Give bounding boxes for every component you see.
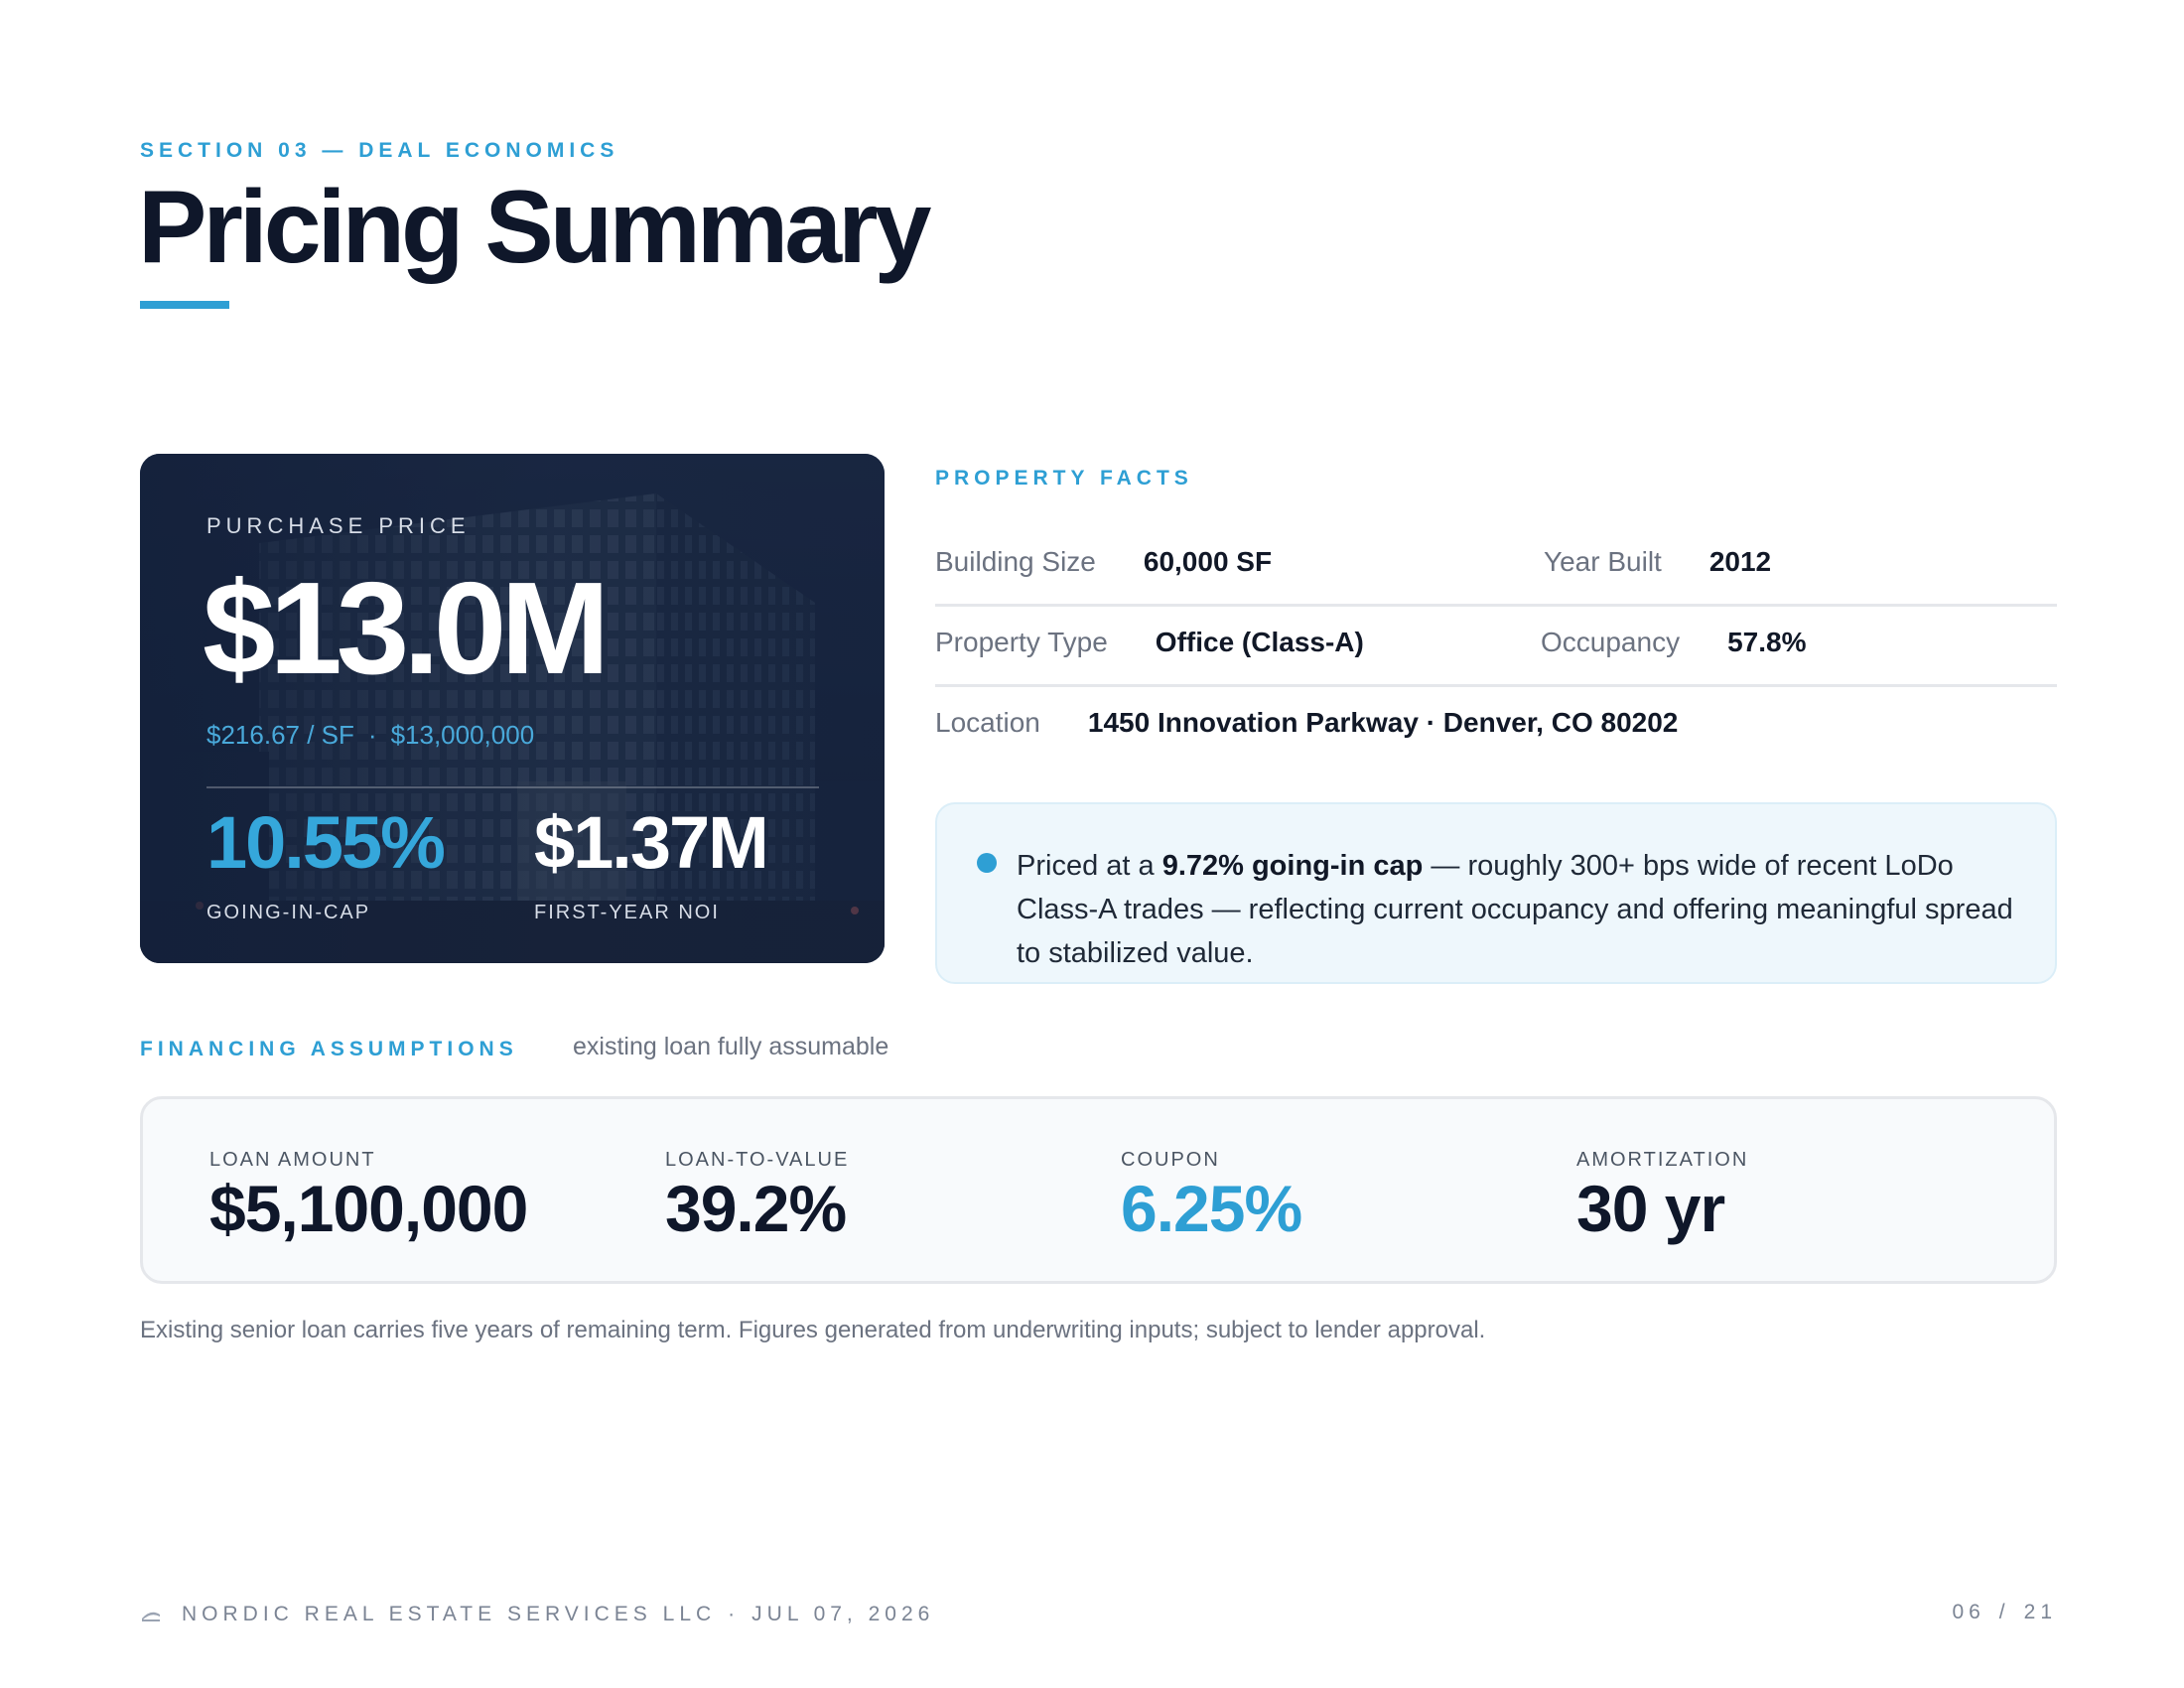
- price-details: $216.67 / SF · $13,000,000: [206, 720, 534, 751]
- card-divider: [206, 786, 819, 788]
- fact-row: Location 1450 Innovation Parkway · Denver…: [935, 687, 2057, 768]
- price-per-sf: $216.67 / SF: [206, 720, 354, 750]
- footer-separator: ·: [728, 1603, 741, 1625]
- amortization: AMORTIZATION 30 yr: [1576, 1149, 1748, 1241]
- footer-company: NORDIC REAL ESTATE SERVICES LLC · JUL 07, …: [140, 1603, 934, 1626]
- footer-date: JUL 07, 2026: [751, 1603, 935, 1625]
- building-photo-illustration: [140, 454, 885, 963]
- financing-note: existing loan fully assumable: [573, 1033, 889, 1060]
- financing-summary-box: LOAN AMOUNT $5,100,000 LOAN-TO-VALUE 39.…: [140, 1096, 2057, 1284]
- fact-value: 60,000 SF: [1143, 546, 1273, 577]
- financing-heading: FINANCING ASSUMPTIONS: [140, 1038, 518, 1060]
- callout-prefix: Priced at a: [1017, 850, 1162, 882]
- going-in-cap-label: GOING-IN-CAP: [206, 902, 371, 923]
- fact-occupancy: Occupancy 57.8%: [1541, 627, 1806, 658]
- ltv-value: 39.2%: [665, 1172, 847, 1245]
- price-separator: ·: [367, 720, 377, 750]
- section-eyebrow: SECTION 03 — DEAL ECONOMICS: [140, 139, 619, 162]
- first-year-noi-value: $1.37M: [534, 801, 769, 884]
- coupon: COUPON 6.25%: [1121, 1149, 1302, 1245]
- page-title: Pricing Summary: [138, 170, 931, 285]
- page-number: 06 / 21: [1952, 1601, 2057, 1624]
- fact-building-size: Building Size 60,000 SF: [935, 546, 1272, 578]
- coupon-value: 6.25%: [1121, 1172, 1302, 1245]
- purchase-price-card: PURCHASE PRICE $13.0M $216.67 / SF · $13,0…: [140, 454, 885, 963]
- pricing-callout: Priced at a 9.72% going-in cap — roughly…: [935, 802, 2057, 984]
- loan-amount-value: $5,100,000: [209, 1172, 528, 1245]
- fact-property-type: Property Type Office (Class-A): [935, 627, 1364, 658]
- fact-value: 57.8%: [1727, 627, 1807, 657]
- first-year-noi-metric: $1.37M FIRST-YEAR NOI: [534, 801, 769, 924]
- fact-location: Location 1450 Innovation Parkway · Denver…: [935, 707, 1678, 739]
- loan-amount-label: LOAN AMOUNT: [209, 1149, 376, 1171]
- going-in-cap-metric: 10.55% GOING-IN-CAP: [206, 801, 446, 924]
- fact-value: 2012: [1708, 546, 1772, 577]
- title-accent-rule: [140, 301, 229, 309]
- first-year-noi-label: FIRST-YEAR NOI: [534, 902, 720, 923]
- fact-label: Property Type: [935, 627, 1108, 657]
- footer-company-name: NORDIC REAL ESTATE SERVICES LLC: [182, 1603, 717, 1625]
- callout-text: Priced at a 9.72% going-in cap — roughly…: [1017, 844, 2019, 975]
- loan-to-value: LOAN-TO-VALUE 39.2%: [665, 1149, 849, 1241]
- loan-amount: LOAN AMOUNT $5,100,000: [209, 1149, 528, 1245]
- page-slash: /: [1998, 1601, 2010, 1623]
- amortization-value: 30 yr: [1576, 1172, 1725, 1245]
- disclaimer: Existing senior loan carries five years …: [140, 1317, 1486, 1343]
- amortization-label: AMORTIZATION: [1576, 1149, 1749, 1171]
- purchase-price-label: PURCHASE PRICE: [206, 513, 471, 538]
- fact-value: 1450 Innovation Parkway · Denver, CO 802…: [1087, 707, 1679, 738]
- coupon-label: COUPON: [1121, 1149, 1220, 1171]
- fact-label: Occupancy: [1541, 627, 1681, 657]
- fact-year-built: Year Built 2012: [1544, 546, 1771, 578]
- going-in-cap-value: 10.55%: [206, 801, 446, 884]
- callout-suffix: — roughly 300+ bps wide of recent LoDo C…: [1017, 850, 2013, 969]
- fact-row: Property Type Office (Class-A) Occupancy 5…: [935, 607, 2057, 687]
- ltv-label: LOAN-TO-VALUE: [665, 1149, 850, 1171]
- property-facts-heading: PROPERTY FACTS: [935, 467, 1193, 490]
- property-facts-table: Building Size 60,000 SF Year Built 2012 Pr…: [935, 526, 2057, 768]
- company-logo-icon: [142, 1612, 160, 1621]
- fact-label: Location: [935, 707, 1040, 738]
- fact-row: Building Size 60,000 SF Year Built 2012: [935, 526, 2057, 607]
- fact-value: Office (Class-A): [1155, 627, 1364, 657]
- callout-emphasis: 9.72% going-in cap: [1161, 850, 1424, 882]
- fact-label: Year Built: [1544, 546, 1662, 577]
- total-pages: 21: [2023, 1601, 2057, 1623]
- current-page: 06: [1952, 1601, 1985, 1623]
- bullet-dot-icon: [977, 853, 997, 873]
- purchase-price-value: $13.0M: [203, 555, 610, 701]
- price-exact: $13,000,000: [390, 720, 535, 750]
- fact-label: Building Size: [935, 546, 1096, 577]
